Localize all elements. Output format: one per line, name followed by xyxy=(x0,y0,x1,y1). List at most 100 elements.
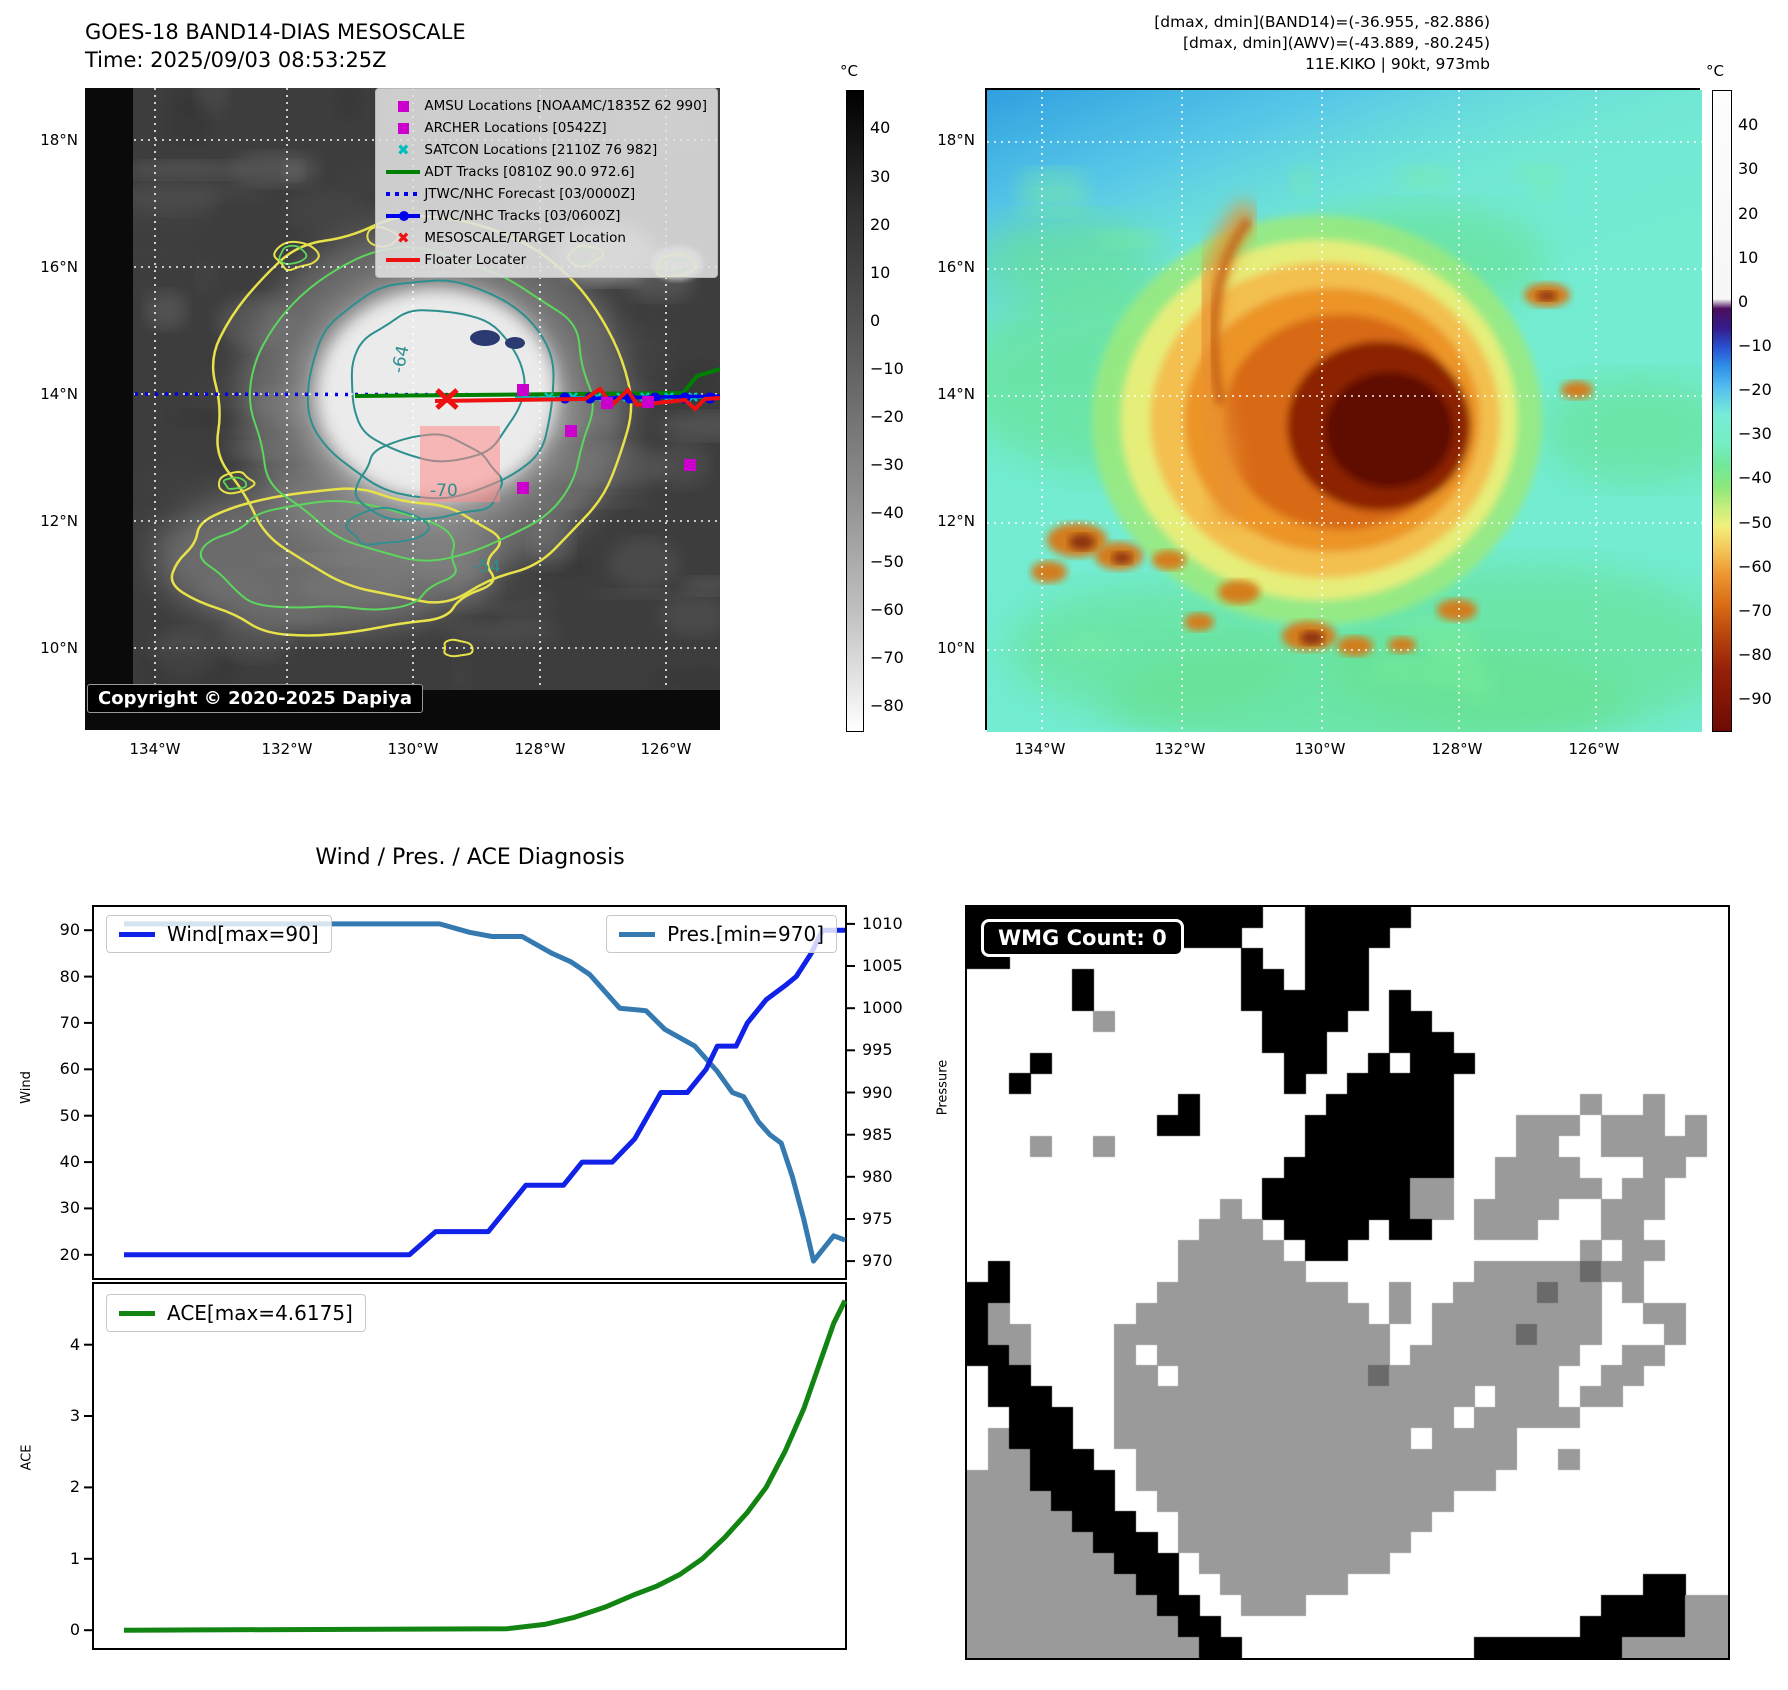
copyright-label: Copyright © 2020-2025 Dapiya xyxy=(87,684,424,713)
awv-colorbar-tick: 30 xyxy=(1738,159,1759,179)
pressure-tick-label: 1005 xyxy=(862,956,903,976)
left-map-lon-label: 128°W xyxy=(514,740,566,758)
line-dot-swatch xyxy=(386,211,421,221)
figure-title: GOES-18 BAND14-DIAS MESOSCALE Time: 2025… xyxy=(85,18,466,74)
pressure-legend-swatch xyxy=(619,931,656,937)
wind-pressure-chart: Wind[max=90] Pres.[min=970] xyxy=(84,905,855,1280)
title-line-1: GOES-18 BAND14-DIAS MESOSCALE xyxy=(85,20,466,44)
ace-tick-label: 2 xyxy=(69,1477,80,1497)
wind-tick-label: 70 xyxy=(59,1012,80,1032)
legend-row: ADT Tracks [0810Z 90.0 972.6] xyxy=(382,161,707,183)
dmax-dmin-awv: [dmax, dmin](AWV)=(-43.889, -80.245) xyxy=(1183,34,1490,52)
band14-colorbar-tick: 10 xyxy=(870,262,891,282)
awv-colorbar-tick: 10 xyxy=(1738,247,1759,267)
awv-colorbar-tick: −40 xyxy=(1738,468,1772,488)
target-x-icon: ✖ xyxy=(382,229,424,247)
pressure-tick-label: 985 xyxy=(862,1124,893,1144)
right-map-lon-label: 132°W xyxy=(1154,740,1206,758)
band14-colorbar-tick: 40 xyxy=(870,118,891,138)
left-map-lon-label: 132°W xyxy=(261,740,313,758)
right-map-lon-label: 134°W xyxy=(1014,740,1066,758)
legend-swatch xyxy=(382,122,424,134)
awv-colorbar-tick: 0 xyxy=(1738,291,1749,311)
band14-colorbar-tick: 30 xyxy=(870,166,891,186)
legend-row: ARCHER Locations [0542Z] xyxy=(382,117,707,139)
awv-colorbar-tick: −70 xyxy=(1738,600,1772,620)
band14-colorbar-tick: −60 xyxy=(870,599,904,619)
pressure-tick-label: 970 xyxy=(862,1251,893,1271)
pressure-tick-label: 1000 xyxy=(862,998,903,1018)
band14-colorbar-tick: −50 xyxy=(870,551,904,571)
storm-id-intensity: 11E.KIKO | 90kt, 973mb xyxy=(1305,55,1490,73)
band14-colorbar-tick: −30 xyxy=(870,455,904,475)
wind-tick-label: 80 xyxy=(59,966,80,986)
wind-axis-title: Wind xyxy=(18,1071,34,1104)
ace-legend-label: ACE[max=4.6175] xyxy=(167,1301,353,1325)
wind-tick-label: 30 xyxy=(59,1198,80,1218)
band14-colorbar-tick: −40 xyxy=(870,503,904,523)
ace-plot xyxy=(84,1284,848,1648)
legend-row: JTWC/NHC Tracks [03/0600Z] xyxy=(382,205,707,227)
title-line-2: Time: 2025/09/03 08:53:25Z xyxy=(85,48,387,72)
awv-colorbar-tick: −50 xyxy=(1738,512,1772,532)
line-swatch xyxy=(386,258,421,262)
left-map-lat-label: 12°N xyxy=(40,512,78,530)
pressure-tick-label: 1010 xyxy=(862,913,903,933)
x-marker-icon: ✖ xyxy=(397,141,410,159)
legend-row: ✖ SATCON Locations [2110Z 76 982] xyxy=(382,139,707,161)
right-map-lon-label: 126°W xyxy=(1568,740,1620,758)
legend-label: SATCON Locations [2110Z 76 982] xyxy=(424,142,658,158)
pressure-tick-label: 980 xyxy=(862,1166,893,1186)
ace-axis-title: ACE xyxy=(19,1444,35,1471)
wind-pressure-plot xyxy=(84,907,855,1278)
line-swatch xyxy=(386,170,421,174)
awv-colorbar-unit: °C xyxy=(1706,62,1724,80)
wind-tick-label: 20 xyxy=(59,1244,80,1264)
ace-legend: ACE[max=4.6175] xyxy=(106,1294,366,1332)
wmg-mask-image xyxy=(967,907,1728,1658)
legend-label: ARCHER Locations [0542Z] xyxy=(424,120,607,136)
ace-tick-label: 1 xyxy=(69,1548,80,1568)
diagnosis-title: Wind / Pres. / ACE Diagnosis xyxy=(315,845,625,870)
dmax-dmin-band14: [dmax, dmin](BAND14)=(-36.955, -82.886) xyxy=(1154,13,1490,31)
legend-swatch xyxy=(382,258,424,262)
right-map-lon-label: 128°W xyxy=(1431,740,1483,758)
left-map-lat-label: 18°N xyxy=(40,131,78,149)
right-map-lat-label: 10°N xyxy=(937,639,975,657)
band14-colorbar-tick: −10 xyxy=(870,359,904,379)
awv-colorbar-tick: 20 xyxy=(1738,203,1759,223)
legend-swatch xyxy=(382,211,424,221)
wind-tick-label: 60 xyxy=(59,1059,80,1079)
legend-label: JTWC/NHC Forecast [03/0000Z] xyxy=(424,186,636,202)
wind-legend-swatch xyxy=(119,931,155,937)
awv-colorbar xyxy=(1712,90,1732,732)
ace-legend-swatch xyxy=(119,1310,155,1316)
left-map-lat-label: 16°N xyxy=(40,258,78,276)
awv-colorbar-tick: −90 xyxy=(1738,689,1772,709)
legend-swatch xyxy=(382,192,424,196)
awv-colorbar-tick: −10 xyxy=(1738,336,1772,355)
ace-tick-label: 0 xyxy=(69,1620,80,1640)
band14-colorbar-unit: °C xyxy=(840,62,858,80)
dot-marker-icon xyxy=(399,211,410,221)
band14-colorbar-tick: −80 xyxy=(870,695,904,715)
pressure-tick-label: 990 xyxy=(862,1082,893,1102)
square-marker-icon xyxy=(397,122,409,134)
pressure-tick-label: 975 xyxy=(862,1208,893,1228)
dotted-line-swatch xyxy=(386,192,421,196)
legend-row: ✖ MESOSCALE/TARGET Location xyxy=(382,227,707,249)
pressure-axis-title: Pressure xyxy=(935,1059,951,1116)
band14-colorbar-tick: −70 xyxy=(870,647,904,667)
band14-satellite-map: -64 -70 -54 AMSU Locations [NOAAMC/1835Z 6… xyxy=(85,88,720,730)
wind-legend: Wind[max=90] xyxy=(106,915,332,953)
awv-colorbar-tick: −80 xyxy=(1738,644,1772,664)
awv-colorbar-tick: −30 xyxy=(1738,424,1772,444)
wind-tick-label: 90 xyxy=(59,920,80,940)
wmg-mask-panel: WMG Count: 0 xyxy=(965,905,1730,1660)
legend-row: AMSU Locations [NOAAMC/1835Z 62 990] xyxy=(382,95,707,117)
ace-tick-label: 4 xyxy=(69,1334,80,1354)
awv-colorbar-tick: −60 xyxy=(1738,556,1772,576)
pressure-legend: Pres.[min=970] xyxy=(606,915,837,953)
left-map-lat-label: 14°N xyxy=(40,385,78,403)
